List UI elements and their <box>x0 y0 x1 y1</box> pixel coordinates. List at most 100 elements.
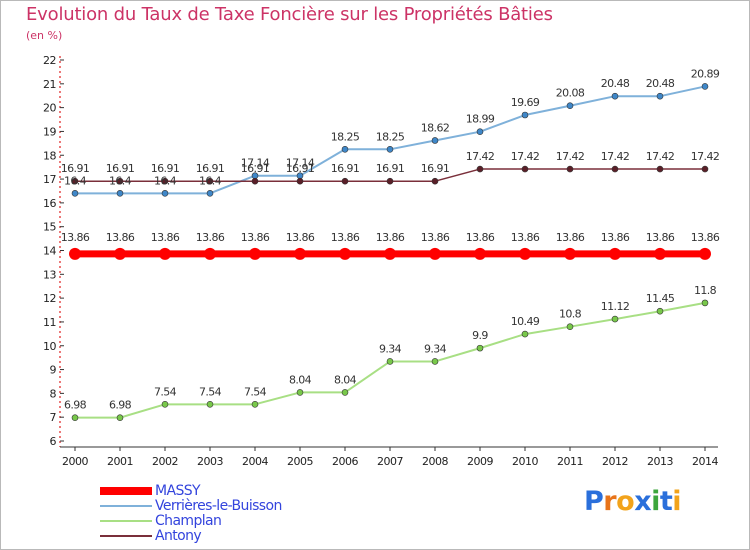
data-point <box>71 414 79 421</box>
data-point <box>71 177 79 185</box>
axes: 6 7 8 9 10 11 12 13 14 15 16 17 18 19 20 21 22 2000 2001 20… <box>43 54 719 468</box>
data-label: 16.91 <box>286 162 315 175</box>
brand-letter: t <box>659 486 673 517</box>
data-point <box>701 299 709 307</box>
data-label: 11.45 <box>646 292 675 305</box>
data-point <box>521 330 529 338</box>
data-label: 16.91 <box>376 162 405 175</box>
data-label: 18.25 <box>331 130 360 143</box>
data-label: 18.99 <box>466 113 495 126</box>
data-point <box>249 247 261 260</box>
x-tick-label: 2005 <box>287 455 313 468</box>
data-point <box>204 247 216 260</box>
data-label: 16.4 <box>64 174 87 187</box>
data-label: 13.86 <box>286 231 315 244</box>
data-label: 20.48 <box>646 77 675 90</box>
data-label: 8.04 <box>289 373 312 386</box>
data-point <box>114 247 126 260</box>
data-label: 16.91 <box>241 162 270 175</box>
data-label: 17.14 <box>286 157 315 170</box>
data-point <box>476 344 484 352</box>
x-tick-label: 2011 <box>557 455 583 468</box>
data-point <box>566 165 574 173</box>
data-point <box>474 247 486 260</box>
y-tick-label: 11 <box>43 316 56 329</box>
data-label: 7.54 <box>199 385 222 398</box>
data-point <box>341 177 349 185</box>
data-label: 16.91 <box>61 162 90 175</box>
y-tick-label: 6 <box>50 435 57 448</box>
data-label: 7.54 <box>154 385 177 398</box>
data-label: 20.08 <box>556 87 585 100</box>
data-point <box>206 401 214 408</box>
data-label: 20.48 <box>601 77 630 90</box>
chart-title: Evolution du Taux de Taxe Foncière sur l… <box>26 4 553 25</box>
data-label: 17.14 <box>241 157 270 170</box>
data-point <box>611 165 619 173</box>
y-tick-label: 10 <box>43 340 56 353</box>
data-point <box>429 247 441 260</box>
data-label: 13.86 <box>421 231 450 244</box>
y-tick-label: 21 <box>43 78 56 91</box>
data-point <box>341 389 349 396</box>
data-label: 13.86 <box>511 231 540 244</box>
data-label: 13.86 <box>106 231 135 244</box>
series-points <box>69 83 711 421</box>
data-point <box>251 401 259 408</box>
data-label: 18.25 <box>376 130 405 143</box>
data-label: 16.91 <box>421 162 450 175</box>
data-point <box>431 177 439 185</box>
data-label: 19.69 <box>511 96 540 109</box>
y-tick-label: 12 <box>43 292 56 305</box>
data-point <box>251 177 259 185</box>
data-label: 13.86 <box>241 231 270 244</box>
x-tick-label: 2007 <box>377 455 403 468</box>
data-point <box>161 401 169 408</box>
data-point <box>611 92 619 100</box>
data-point <box>701 165 709 173</box>
x-tick-label: 2003 <box>197 455 223 468</box>
legend-swatch <box>100 487 152 495</box>
y-tick-label: 14 <box>43 245 56 258</box>
data-point <box>566 102 574 110</box>
data-point <box>294 247 306 260</box>
brand-letter: i <box>672 486 682 517</box>
data-labels: 13.86 13.86 13.86 13.86 13.86 13.86 13.86 13.86… <box>61 67 721 412</box>
y-tick-label: 13 <box>43 268 56 281</box>
data-label: 17.42 <box>511 150 540 163</box>
data-label: 13.86 <box>151 231 180 244</box>
data-label: 17.42 <box>556 150 585 163</box>
data-label: 10.49 <box>511 315 540 328</box>
data-label: 20.89 <box>691 67 720 80</box>
data-point <box>521 111 529 119</box>
x-tick-label: 2009 <box>467 455 493 468</box>
data-point <box>341 145 349 153</box>
data-label: 13.86 <box>331 231 360 244</box>
y-tick-label: 19 <box>43 125 56 138</box>
data-label: 9.9 <box>472 329 488 342</box>
data-label: 17.42 <box>601 150 630 163</box>
data-point <box>116 177 124 185</box>
data-label: 6.98 <box>109 399 132 412</box>
data-point <box>656 165 664 173</box>
data-point <box>386 145 394 153</box>
data-label: 17.42 <box>466 150 495 163</box>
brand-logo: Proxiti <box>584 486 682 517</box>
data-label: 10.8 <box>559 308 582 321</box>
y-tick-label: 7 <box>50 411 57 424</box>
x-tick-label: 2002 <box>152 455 178 468</box>
data-point <box>609 247 621 260</box>
x-tick-label: 2004 <box>242 455 268 468</box>
y-tick-label: 15 <box>43 221 56 234</box>
data-point <box>656 92 664 100</box>
data-point <box>611 315 619 323</box>
brand-letter: P <box>584 486 604 517</box>
data-point <box>476 128 484 135</box>
data-label: 13.86 <box>556 231 585 244</box>
data-label: 8.04 <box>334 373 357 386</box>
data-point <box>431 358 439 365</box>
data-point <box>521 165 529 173</box>
data-label: 16.91 <box>196 162 225 175</box>
